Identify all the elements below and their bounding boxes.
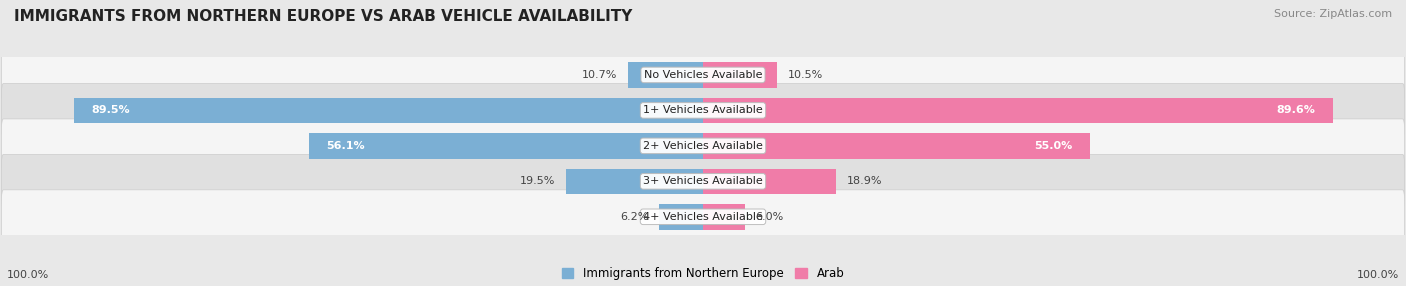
Bar [565, 168, 703, 194]
FancyBboxPatch shape [1, 84, 1405, 137]
Text: 10.5%: 10.5% [787, 70, 823, 80]
Text: 100.0%: 100.0% [7, 270, 49, 279]
Bar [703, 168, 835, 194]
Text: 55.0%: 55.0% [1033, 141, 1073, 151]
Text: 18.9%: 18.9% [846, 176, 882, 186]
Legend: Immigrants from Northern Europe, Arab: Immigrants from Northern Europe, Arab [561, 267, 845, 280]
Bar [703, 98, 1333, 123]
Text: 1+ Vehicles Available: 1+ Vehicles Available [643, 106, 763, 115]
Text: 3+ Vehicles Available: 3+ Vehicles Available [643, 176, 763, 186]
Bar [703, 62, 778, 88]
FancyBboxPatch shape [1, 119, 1405, 173]
Bar [308, 133, 703, 159]
Bar [73, 98, 703, 123]
Text: 89.6%: 89.6% [1277, 106, 1316, 115]
Text: 6.2%: 6.2% [620, 212, 650, 222]
Text: Source: ZipAtlas.com: Source: ZipAtlas.com [1274, 9, 1392, 19]
Bar [627, 62, 703, 88]
Bar [703, 133, 1090, 159]
Bar [703, 204, 745, 230]
Text: 10.7%: 10.7% [582, 70, 617, 80]
Text: IMMIGRANTS FROM NORTHERN EUROPE VS ARAB VEHICLE AVAILABILITY: IMMIGRANTS FROM NORTHERN EUROPE VS ARAB … [14, 9, 633, 23]
Text: 100.0%: 100.0% [1357, 270, 1399, 279]
FancyBboxPatch shape [1, 48, 1405, 102]
Text: 19.5%: 19.5% [520, 176, 555, 186]
Bar [659, 204, 703, 230]
Text: 6.0%: 6.0% [756, 212, 785, 222]
Text: No Vehicles Available: No Vehicles Available [644, 70, 762, 80]
Text: 56.1%: 56.1% [326, 141, 364, 151]
FancyBboxPatch shape [1, 154, 1405, 208]
Text: 2+ Vehicles Available: 2+ Vehicles Available [643, 141, 763, 151]
Text: 89.5%: 89.5% [91, 106, 129, 115]
FancyBboxPatch shape [1, 190, 1405, 244]
Text: 4+ Vehicles Available: 4+ Vehicles Available [643, 212, 763, 222]
